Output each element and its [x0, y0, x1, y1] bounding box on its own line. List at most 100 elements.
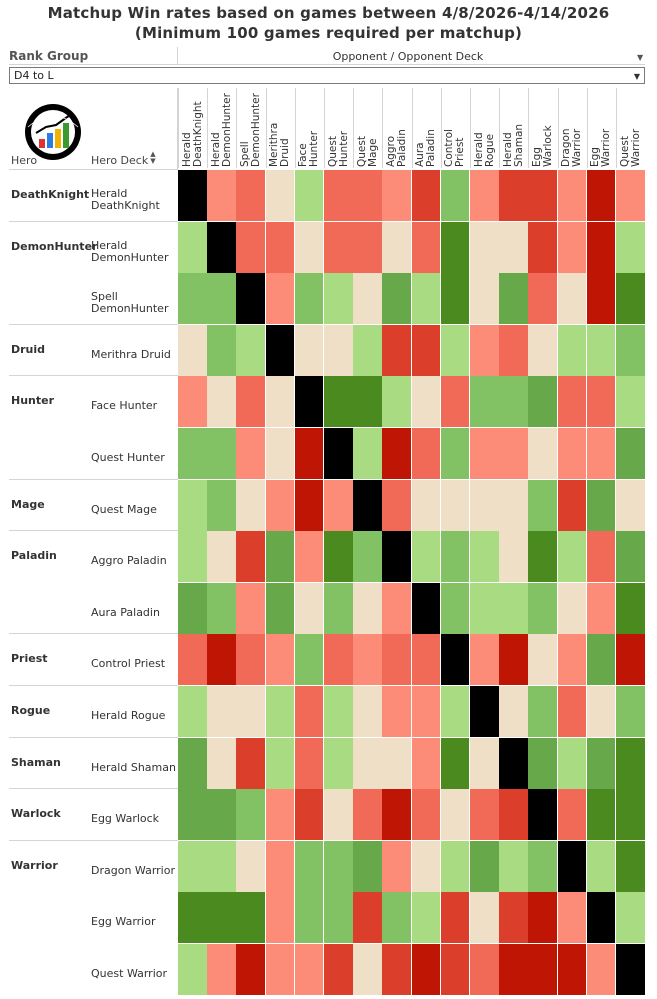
heatmap-cell[interactable] — [353, 737, 383, 790]
heatmap-cell[interactable] — [528, 582, 559, 635]
heatmap-cell[interactable] — [236, 634, 267, 687]
heatmap-cell[interactable] — [499, 273, 529, 326]
heatmap-cell[interactable] — [440, 170, 471, 223]
heatmap-cell[interactable] — [178, 170, 208, 223]
heatmap-cell[interactable] — [382, 531, 413, 584]
heatmap-cell[interactable] — [557, 221, 588, 274]
heatmap-cell[interactable] — [557, 376, 588, 429]
heatmap-cell[interactable] — [265, 582, 296, 635]
heatmap-cell[interactable] — [586, 376, 617, 429]
heatmap-cell[interactable] — [557, 273, 588, 326]
heatmap-cell[interactable] — [411, 789, 442, 842]
heatmap-cell[interactable] — [178, 531, 208, 584]
heatmap-cell[interactable] — [528, 737, 559, 790]
heatmap-cell[interactable] — [353, 273, 383, 326]
heatmap-cell[interactable] — [470, 428, 500, 481]
heatmap-cell[interactable] — [324, 428, 354, 481]
heatmap-cell[interactable] — [470, 634, 500, 687]
heatmap-cell[interactable] — [411, 944, 442, 997]
heatmap-cell[interactable] — [294, 737, 325, 790]
heatmap-cell[interactable] — [294, 273, 325, 326]
heatmap-cell[interactable] — [178, 324, 208, 377]
heatmap-cell[interactable] — [557, 789, 588, 842]
heatmap-cell[interactable] — [440, 428, 471, 481]
heatmap-cell[interactable] — [207, 686, 237, 739]
heatmap-cell[interactable] — [557, 840, 588, 893]
heatmap-cell[interactable] — [265, 840, 296, 893]
heatmap-cell[interactable] — [616, 789, 646, 842]
heatmap-cell[interactable] — [265, 221, 296, 274]
heatmap-cell[interactable] — [470, 273, 500, 326]
heatmap-cell[interactable] — [324, 273, 354, 326]
heatmap-cell[interactable] — [411, 273, 442, 326]
heatmap-cell[interactable] — [411, 376, 442, 429]
heatmap-cell[interactable] — [616, 737, 646, 790]
heatmap-cell[interactable] — [586, 789, 617, 842]
heatmap-cell[interactable] — [616, 944, 646, 997]
heatmap-cell[interactable] — [557, 582, 588, 635]
heatmap-cell[interactable] — [499, 479, 529, 532]
heatmap-cell[interactable] — [324, 376, 354, 429]
heatmap-cell[interactable] — [586, 479, 617, 532]
heatmap-cell[interactable] — [207, 428, 237, 481]
heatmap-cell[interactable] — [528, 531, 559, 584]
heatmap-cell[interactable] — [616, 531, 646, 584]
heatmap-cell[interactable] — [411, 428, 442, 481]
heatmap-cell[interactable] — [265, 170, 296, 223]
heatmap-cell[interactable] — [411, 892, 442, 945]
heatmap-cell[interactable] — [586, 428, 617, 481]
heatmap-cell[interactable] — [353, 170, 383, 223]
heatmap-cell[interactable] — [324, 737, 354, 790]
heatmap-cell[interactable] — [265, 892, 296, 945]
heatmap-cell[interactable] — [265, 324, 296, 377]
heatmap-cell[interactable] — [557, 170, 588, 223]
heatmap-cell[interactable] — [382, 944, 413, 997]
heatmap-cell[interactable] — [324, 686, 354, 739]
heatmap-cell[interactable] — [324, 479, 354, 532]
heatmap-cell[interactable] — [557, 531, 588, 584]
heatmap-cell[interactable] — [470, 170, 500, 223]
heatmap-cell[interactable] — [382, 170, 413, 223]
heatmap-cell[interactable] — [528, 840, 559, 893]
heatmap-cell[interactable] — [207, 273, 237, 326]
heatmap-cell[interactable] — [586, 634, 617, 687]
heatmap-cell[interactable] — [178, 221, 208, 274]
heatmap-cell[interactable] — [440, 324, 471, 377]
heatmap-cell[interactable] — [353, 324, 383, 377]
heatmap-cell[interactable] — [557, 737, 588, 790]
heatmap-cell[interactable] — [178, 634, 208, 687]
heatmap-cell[interactable] — [265, 634, 296, 687]
heatmap-cell[interactable] — [382, 273, 413, 326]
heatmap-cell[interactable] — [382, 324, 413, 377]
heatmap-cell[interactable] — [265, 428, 296, 481]
heatmap-cell[interactable] — [324, 221, 354, 274]
heatmap-cell[interactable] — [382, 840, 413, 893]
heatmap-cell[interactable] — [470, 531, 500, 584]
heatmap-cell[interactable] — [294, 634, 325, 687]
heatmap-cell[interactable] — [440, 840, 471, 893]
heatmap-cell[interactable] — [528, 273, 559, 326]
heatmap-cell[interactable] — [207, 892, 237, 945]
heatmap-cell[interactable] — [236, 840, 267, 893]
heatmap-cell[interactable] — [382, 479, 413, 532]
chevron-down-icon[interactable]: ▼ — [633, 72, 640, 81]
heatmap-cell[interactable] — [499, 840, 529, 893]
heatmap-cell[interactable] — [353, 892, 383, 945]
heatmap-cell[interactable] — [528, 170, 559, 223]
heatmap-cell[interactable] — [586, 892, 617, 945]
heatmap-cell[interactable] — [207, 840, 237, 893]
heatmap-cell[interactable] — [178, 737, 208, 790]
heatmap-cell[interactable] — [499, 634, 529, 687]
heatmap-cell[interactable] — [178, 582, 208, 635]
heatmap-cell[interactable] — [440, 582, 471, 635]
heatmap-cell[interactable] — [265, 944, 296, 997]
heatmap-cell[interactable] — [207, 737, 237, 790]
heatmap-cell[interactable] — [557, 634, 588, 687]
heatmap-cell[interactable] — [294, 324, 325, 377]
heatmap-cell[interactable] — [324, 944, 354, 997]
heatmap-cell[interactable] — [616, 634, 646, 687]
heatmap-cell[interactable] — [382, 789, 413, 842]
heatmap-cell[interactable] — [178, 376, 208, 429]
heatmap-cell[interactable] — [382, 376, 413, 429]
heatmap-cell[interactable] — [294, 428, 325, 481]
